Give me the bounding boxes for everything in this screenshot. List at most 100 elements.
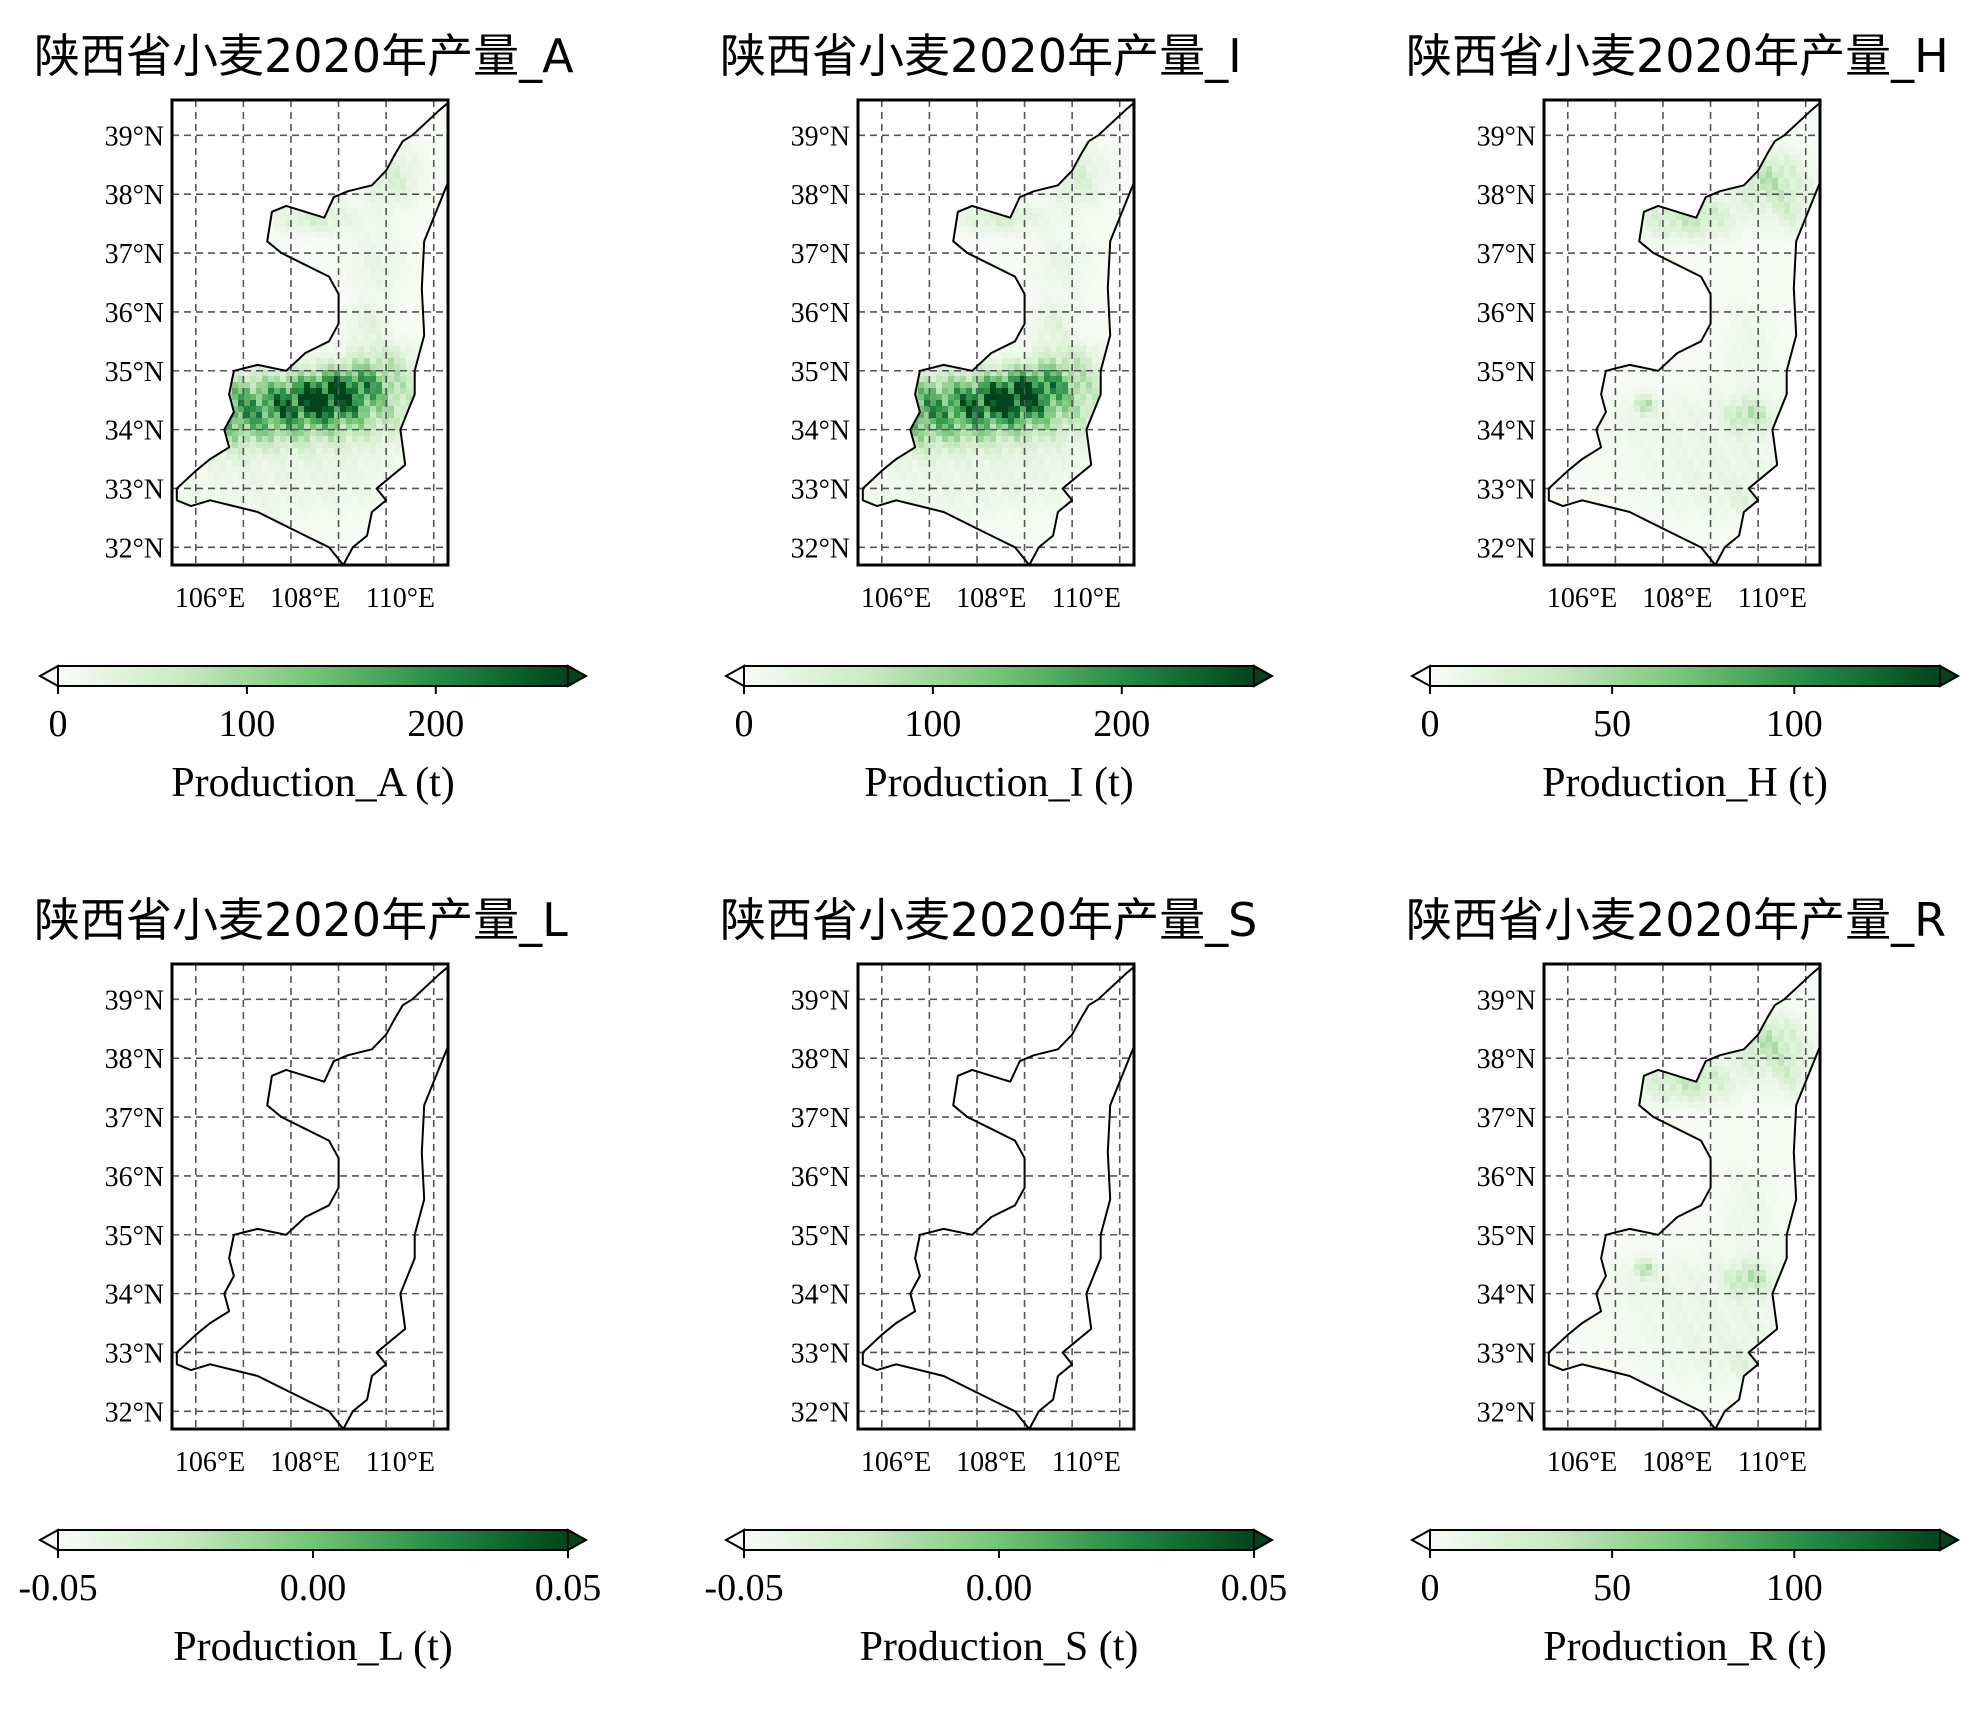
lon-tick-label: 106°E <box>1547 1447 1617 1478</box>
colorbar: -0.05 0.00 0.05 Production_L (t) <box>18 1528 601 1670</box>
lat-tick-label: 37°N <box>1477 239 1536 270</box>
colorbar-tick-label: 100 <box>218 703 275 745</box>
lat-tick-label: 39°N <box>105 121 164 152</box>
colorbar: 0 100 200 Production_A (t) <box>37 664 589 806</box>
lat-tick-label: 36°N <box>791 1162 850 1193</box>
lat-tick-label: 33°N <box>105 474 164 505</box>
lat-tick-label: 35°N <box>105 357 164 388</box>
lon-tick-label: 106°E <box>175 583 245 614</box>
graticule <box>858 964 1134 1429</box>
colorbar-tick-label: 100 <box>1766 1567 1823 1609</box>
lat-tick-label: 39°N <box>791 121 850 152</box>
map-panel-1: 陕西省小麦2020年产量_A 39°N 38°N 37°N 36°N 35°N 34°N 33… <box>34 29 589 806</box>
colorbar-tick-label: -0.05 <box>18 1567 97 1609</box>
lat-tick-label: 36°N <box>1477 1162 1536 1193</box>
province-boundary <box>175 965 449 1430</box>
lat-tick-label: 34°N <box>1477 1280 1536 1311</box>
colorbar-label: Production_S (t) <box>860 1624 1139 1670</box>
colorbar-label: Production_I (t) <box>864 760 1133 806</box>
map-panel-4: 陕西省小麦2020年产量_L 39°N 38°N 37°N 36°N 35°N 34°N 33… <box>18 893 601 1670</box>
colorbar: 0 50 100 Production_H (t) <box>1409 664 1961 806</box>
colorbar-tick-label: 50 <box>1593 1567 1631 1609</box>
lon-tick-label: 110°E <box>1738 1447 1807 1478</box>
lat-tick-label: 38°N <box>105 1044 164 1075</box>
graticule <box>858 100 1134 565</box>
lon-tick-label: 110°E <box>1052 583 1121 614</box>
colorbar-tick-label: 0 <box>1421 703 1440 745</box>
lon-tick-label: 110°E <box>1052 1447 1121 1478</box>
production-raster <box>862 102 1135 566</box>
panel-title: 陕西省小麦2020年产量_I <box>720 29 1242 83</box>
colorbar-tick-label: 100 <box>904 703 961 745</box>
colorbar-tick-label: 0.00 <box>966 1567 1033 1609</box>
map-frame <box>1542 98 1822 567</box>
graticule <box>172 100 448 565</box>
lat-tick-label: 38°N <box>105 180 164 211</box>
lat-tick-label: 39°N <box>791 985 850 1016</box>
lat-tick-label: 32°N <box>1477 533 1536 564</box>
colorbar-tick-label: 50 <box>1593 703 1631 745</box>
colorbar: 0 100 200 Production_I (t) <box>723 664 1275 806</box>
lat-tick-label: 32°N <box>105 533 164 564</box>
lat-tick-label: 34°N <box>105 416 164 447</box>
lat-tick-label: 35°N <box>105 1221 164 1252</box>
lat-tick-label: 32°N <box>1477 1397 1536 1428</box>
lat-tick-label: 32°N <box>105 1397 164 1428</box>
map-panel-2: 陕西省小麦2020年产量_I 39°N 38°N 37°N 36°N 35°N 34°N 33… <box>720 29 1275 806</box>
province-boundary <box>1547 101 1821 566</box>
lon-tick-label: 108°E <box>1642 583 1712 614</box>
lon-tick-label: 110°E <box>1738 583 1807 614</box>
lat-tick-label: 33°N <box>791 1338 850 1369</box>
production-raster <box>1548 966 1821 1430</box>
lat-tick-label: 37°N <box>105 1103 164 1134</box>
map-panel-6: 陕西省小麦2020年产量_R 39°N 38°N 37°N 36°N 35°N 34°N 33… <box>1406 893 1961 1670</box>
lat-tick-label: 34°N <box>1477 416 1536 447</box>
map-frame <box>856 962 1136 1431</box>
map-frame <box>170 962 450 1431</box>
panel-title: 陕西省小麦2020年产量_H <box>1406 29 1949 83</box>
lon-tick-label: 108°E <box>1642 1447 1712 1478</box>
graticule <box>1544 964 1820 1429</box>
colorbar: 0 50 100 Production_R (t) <box>1409 1528 1961 1670</box>
lon-tick-label: 106°E <box>861 1447 931 1478</box>
lon-tick-label: 106°E <box>861 583 931 614</box>
panel-title: 陕西省小麦2020年产量_S <box>720 893 1257 947</box>
lon-tick-label: 108°E <box>956 583 1026 614</box>
lat-tick-label: 37°N <box>791 239 850 270</box>
colorbar-tick-label: 0 <box>49 703 68 745</box>
lat-tick-label: 35°N <box>791 357 850 388</box>
panel-title: 陕西省小麦2020年产量_R <box>1406 893 1946 947</box>
lat-tick-label: 39°N <box>1477 121 1536 152</box>
production-raster <box>1548 102 1821 566</box>
lat-tick-label: 35°N <box>1477 1221 1536 1252</box>
colorbar-tick-label: 200 <box>1093 703 1150 745</box>
map-frame <box>170 98 450 567</box>
lat-tick-label: 33°N <box>1477 1338 1536 1369</box>
lat-tick-label: 34°N <box>105 1280 164 1311</box>
lon-tick-label: 110°E <box>366 1447 435 1478</box>
lat-tick-label: 34°N <box>791 416 850 447</box>
graticule <box>172 964 448 1429</box>
lat-tick-label: 38°N <box>1477 180 1536 211</box>
lat-tick-label: 32°N <box>791 533 850 564</box>
panel-title: 陕西省小麦2020年产量_L <box>34 893 568 947</box>
lat-tick-label: 38°N <box>791 180 850 211</box>
lat-tick-label: 33°N <box>105 1338 164 1369</box>
province-boundary <box>175 101 449 566</box>
lon-tick-label: 106°E <box>175 1447 245 1478</box>
lat-tick-label: 35°N <box>791 1221 850 1252</box>
colorbar-tick-label: 0.00 <box>280 1567 347 1609</box>
lon-tick-label: 108°E <box>270 1447 340 1478</box>
lat-tick-label: 33°N <box>1477 474 1536 505</box>
lat-tick-label: 38°N <box>1477 1044 1536 1075</box>
lat-tick-label: 36°N <box>1477 298 1536 329</box>
lat-tick-label: 39°N <box>1477 985 1536 1016</box>
province-boundary <box>1547 965 1821 1430</box>
lat-tick-label: 37°N <box>791 1103 850 1134</box>
map-panel-3: 陕西省小麦2020年产量_H 39°N 38°N 37°N 36°N 35°N 34°N 33… <box>1406 29 1961 806</box>
lat-tick-label: 34°N <box>791 1280 850 1311</box>
map-panel-5: 陕西省小麦2020年产量_S 39°N 38°N 37°N 36°N 35°N 34°N 33… <box>704 893 1287 1670</box>
colorbar-label: Production_R (t) <box>1543 1624 1826 1670</box>
map-frame <box>1542 962 1822 1431</box>
colorbar-label: Production_H (t) <box>1542 760 1828 806</box>
